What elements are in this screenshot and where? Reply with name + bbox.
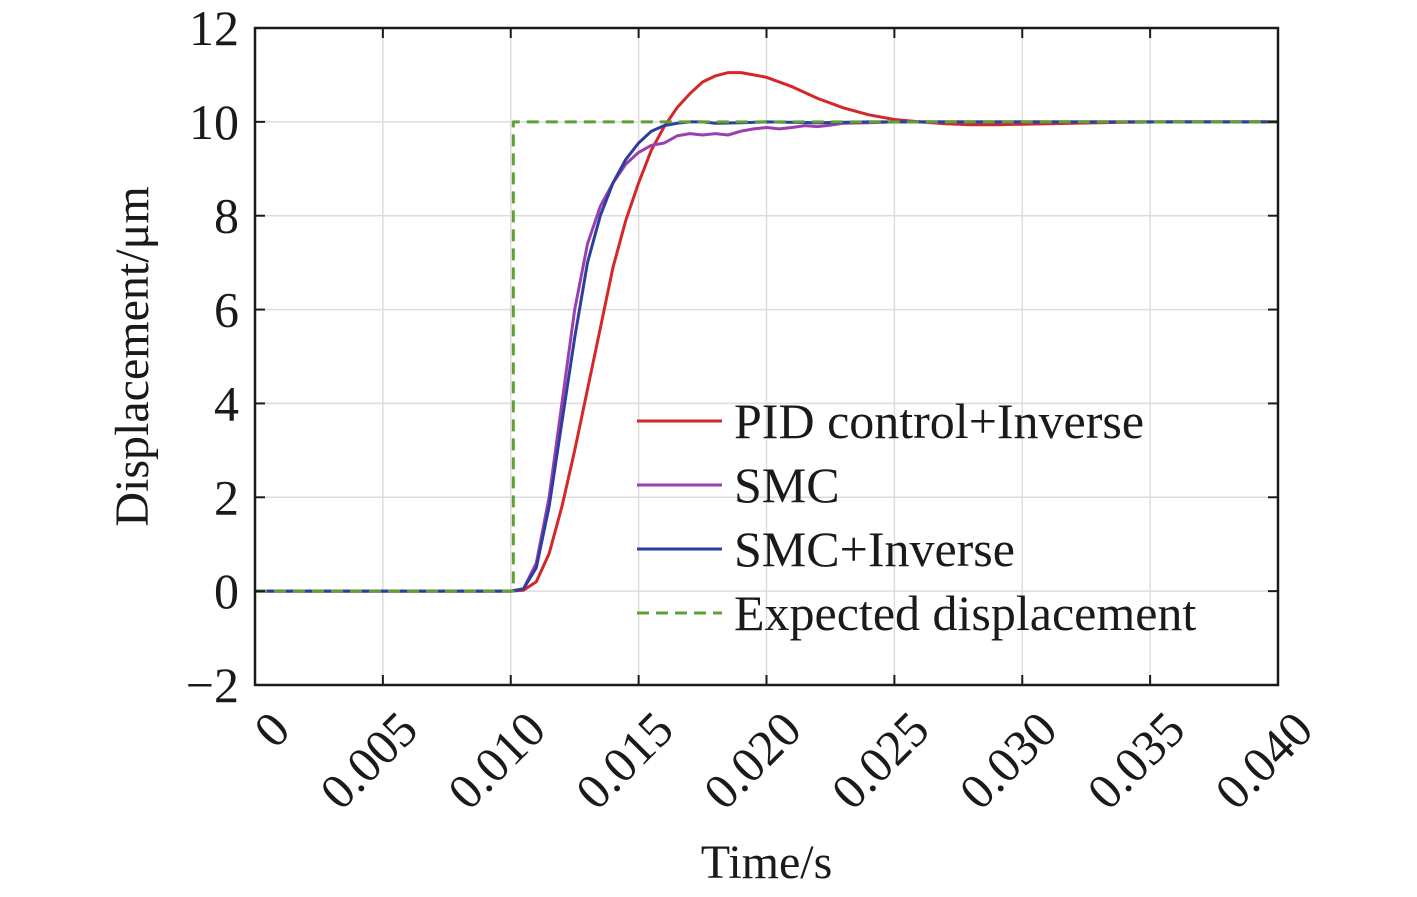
x-tick-label: 0.020 [693, 701, 812, 820]
series-line-3 [255, 120, 1278, 593]
legend-label-0: PID control+Inverse [734, 393, 1144, 449]
legend: PID control+Inverse SMC SMC+Inverse Expecte… [637, 393, 1196, 641]
y-axis-title: Displacement/μm [106, 186, 159, 526]
legend-label-3: Expected displacement [734, 585, 1196, 641]
y-tick-label: 6 [214, 282, 239, 338]
series-lines [255, 71, 1278, 593]
y-tick-label: 10 [189, 94, 239, 150]
x-axis-title: Time/s [701, 836, 833, 889]
x-tick-label: 0.010 [437, 701, 556, 820]
legend-label-1: SMC [734, 457, 840, 513]
axis-ticks [254, 27, 1279, 686]
y-tick-labels: −2 0 2 4 6 8 10 12 [186, 0, 239, 713]
x-tick-label: 0.025 [820, 701, 939, 820]
x-tick-labels: 0 0.005 0.010 0.015 0.020 0.025 0.030 0.035 0.04… [243, 701, 1323, 820]
y-tick-label: 0 [214, 563, 239, 619]
x-tick-label: 0 [243, 701, 300, 758]
y-tick-label: 4 [214, 375, 239, 431]
x-tick-label: 0.030 [948, 701, 1067, 820]
y-tick-label: −2 [186, 657, 239, 713]
series-line-0 [255, 71, 1278, 593]
x-tick-label: 0.005 [309, 701, 428, 820]
y-tick-label: 8 [214, 188, 239, 244]
legend-label-2: SMC+Inverse [734, 521, 1015, 577]
x-tick-label: 0.035 [1076, 701, 1195, 820]
x-tick-label: 0.015 [565, 701, 684, 820]
x-tick-label: 0.040 [1204, 701, 1323, 820]
y-tick-label: 12 [189, 0, 239, 56]
y-tick-label: 2 [214, 469, 239, 525]
